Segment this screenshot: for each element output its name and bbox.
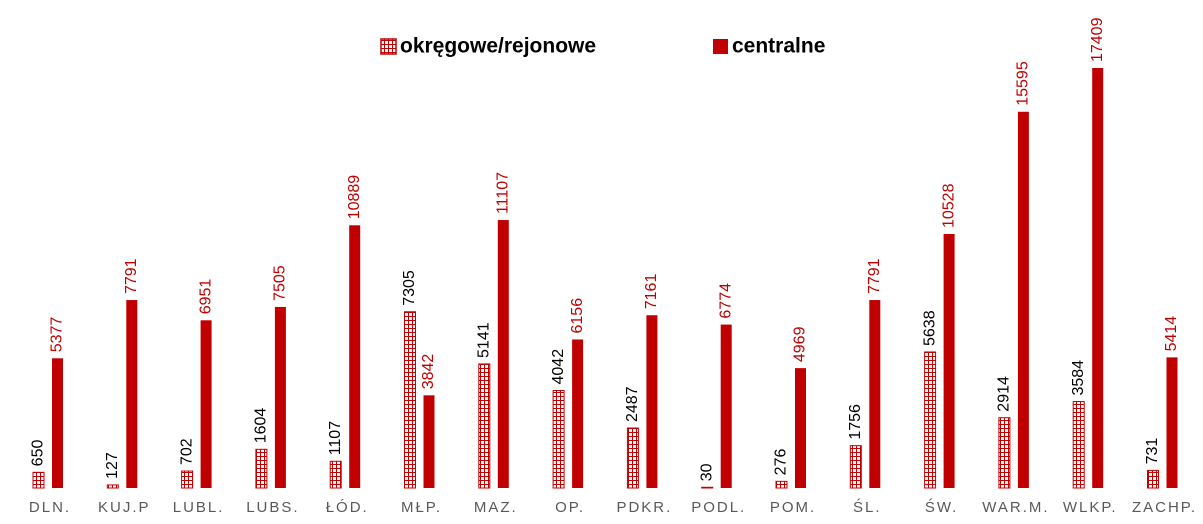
x-tick-label: KUJ.P (98, 499, 151, 516)
bar (849, 445, 862, 489)
x-tick-label: DLN. (29, 499, 71, 516)
data-label: 127 (104, 452, 121, 479)
x-tick-label: MAZ. (474, 499, 518, 516)
bar (701, 486, 714, 489)
x-tick-label: POM. (770, 499, 816, 516)
data-label: 15595 (1015, 61, 1032, 106)
bar (1092, 68, 1104, 488)
data-label: 731 (1144, 438, 1161, 465)
bar (106, 484, 119, 489)
x-tick-label: LUBL. (173, 499, 225, 516)
bar (478, 363, 491, 489)
data-label: 5377 (49, 317, 66, 353)
bar (200, 320, 212, 488)
bar (274, 306, 286, 488)
legend: okręgowe/rejonowe centralne (380, 35, 825, 58)
data-label: 11107 (495, 172, 512, 214)
data-label: 3584 (1070, 360, 1087, 396)
x-tick-label: WLKP. (1063, 499, 1118, 516)
data-label: 5141 (476, 322, 493, 358)
data-label: 17409 (1089, 17, 1106, 62)
bar (1166, 357, 1178, 488)
legend-swatch (380, 38, 397, 55)
data-label: 30 (698, 463, 715, 481)
bar (775, 480, 788, 489)
bar (626, 427, 639, 489)
bar (181, 470, 194, 489)
plot-area: DLN. 650 5377 KUJ.P 127 7791 LUBL. 702 6951 LUBS.… (29, 17, 1197, 516)
data-label: 6156 (569, 298, 586, 334)
bar (943, 234, 955, 488)
data-label: 7161 (643, 274, 660, 310)
bar (646, 315, 658, 488)
data-label: 10528 (940, 183, 957, 228)
bar (924, 351, 937, 489)
x-tick-label: PDKR. (616, 499, 672, 516)
x-tick-label: ŁÓD. (326, 499, 369, 516)
data-label: 276 (773, 449, 790, 476)
data-label: 7505 (272, 265, 289, 301)
x-tick-label: ŚL. (853, 498, 882, 516)
x-tick-label: MŁP. (401, 499, 442, 516)
bar (1147, 469, 1159, 489)
bar (349, 225, 361, 488)
data-label: 2914 (996, 376, 1013, 412)
bar (1072, 401, 1085, 489)
legend-label: okręgowe/rejonowe (400, 35, 596, 58)
data-label: 3842 (420, 354, 437, 390)
bar (869, 300, 881, 488)
bar (126, 300, 138, 488)
bar (255, 448, 268, 489)
x-tick-label: LUBS. (246, 499, 299, 516)
data-label: 1107 (327, 421, 344, 456)
bar (795, 368, 806, 488)
data-label: 650 (30, 440, 47, 467)
data-label: 7791 (866, 258, 883, 294)
x-tick-label: ZACHP. (1132, 499, 1197, 516)
x-tick-label: PODL. (691, 499, 746, 516)
bar (572, 339, 584, 488)
legend-label: centralne (732, 35, 825, 58)
bar (720, 324, 732, 488)
data-label: 702 (178, 438, 195, 465)
bar (52, 358, 63, 488)
data-label: 7305 (401, 270, 418, 306)
x-tick-label: OP. (555, 499, 585, 516)
bar (497, 220, 509, 488)
data-label: 10889 (346, 175, 363, 220)
x-tick-label: WAR.M. (982, 499, 1049, 516)
data-label: 1604 (253, 408, 270, 444)
bar (423, 395, 435, 488)
bar (998, 417, 1011, 489)
data-label: 2487 (624, 386, 641, 422)
data-label: 7791 (123, 258, 140, 294)
data-label: 1756 (847, 404, 864, 440)
bar (329, 460, 342, 489)
data-label: 6774 (717, 283, 734, 319)
legend-swatch (713, 39, 728, 54)
bar (404, 311, 416, 489)
data-label: 4969 (792, 326, 809, 362)
bar (1017, 111, 1029, 488)
bar (32, 471, 45, 489)
data-label: 5638 (921, 310, 938, 346)
data-label: 6951 (197, 279, 214, 315)
data-label: 5414 (1163, 316, 1180, 352)
bar (552, 389, 565, 489)
x-tick-label: ŚW. (925, 498, 959, 516)
data-label: 4042 (550, 349, 567, 385)
